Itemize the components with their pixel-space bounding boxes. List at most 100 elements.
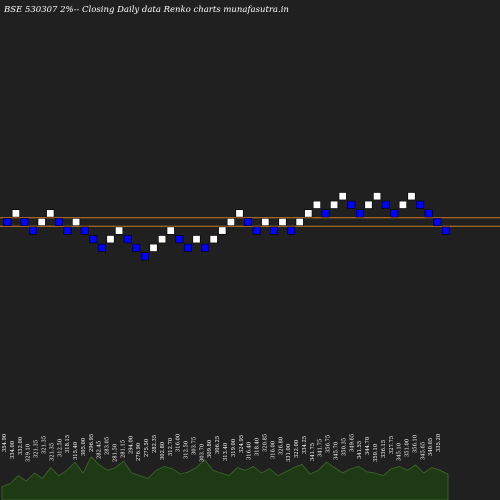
volume-label: 306.25 <box>215 436 221 454</box>
volume-label: 296.95 <box>89 434 95 452</box>
renko-bricks <box>3 192 450 261</box>
volume-label: 319.00 <box>231 439 237 457</box>
volume-label: 349.65 <box>349 434 355 452</box>
renko-brick-down <box>390 209 399 218</box>
volume-label: 318.40 <box>255 438 261 456</box>
volume-label: 312.50 <box>184 441 190 459</box>
renko-brick-down <box>29 226 38 235</box>
renko-brick-up <box>158 235 167 244</box>
volume-label: 276.90 <box>136 443 142 461</box>
renko-brick-up <box>338 192 347 201</box>
renko-brick-up <box>278 218 287 227</box>
renko-brick-down <box>441 226 450 235</box>
renko-brick-up <box>166 226 175 235</box>
renko-brick-up <box>218 226 227 235</box>
renko-brick-up <box>46 209 55 218</box>
renko-brick-down <box>201 243 210 252</box>
volume-label: 334.00 <box>10 441 16 459</box>
renko-brick-down <box>355 209 364 218</box>
renko-brick-up <box>11 209 20 218</box>
level-lines <box>0 217 500 227</box>
renko-brick-down <box>20 218 29 227</box>
renko-brick-down <box>140 252 149 261</box>
volume-label: 321.35 <box>34 440 40 458</box>
renko-brick-down <box>424 209 433 218</box>
renko-brick-up <box>106 235 115 244</box>
volume-label: 344.70 <box>365 437 371 455</box>
renko-brick-down <box>63 226 72 235</box>
renko-brick-down <box>54 218 63 227</box>
volume-label: 322.00 <box>294 440 300 458</box>
volume-label: 305.00 <box>81 438 87 456</box>
volume-area-path <box>1 456 449 500</box>
volume-label: 340.05 <box>428 438 434 456</box>
renko-brick-up <box>149 243 158 252</box>
renko-brick-down <box>244 218 253 227</box>
renko-brick-up <box>235 209 244 218</box>
renko-brick-up <box>209 235 218 244</box>
volume-label: 326.80 <box>278 437 284 455</box>
renko-brick-down <box>80 226 89 235</box>
renko-brick-down <box>287 226 296 235</box>
renko-brick-down <box>132 243 141 252</box>
renko-brick-down <box>347 200 356 209</box>
renko-brick-down <box>3 218 12 227</box>
renko-brick-down <box>433 218 442 227</box>
volume-label: 331.00 <box>286 444 292 462</box>
renko-brick-up <box>37 218 46 227</box>
renko-brick-up <box>407 192 416 201</box>
renko-brick-down <box>416 200 425 209</box>
volume-label: 327.75 <box>389 436 395 454</box>
volume-label: 345.10 <box>397 443 403 461</box>
renko-brick-up <box>304 209 313 218</box>
volume-label: 321.35 <box>41 436 47 454</box>
volume-label: 294.00 <box>128 436 134 454</box>
volume-label: 303.75 <box>191 437 197 455</box>
volume-label: 341.75 <box>310 443 316 461</box>
volume-label: 350.35 <box>341 438 347 456</box>
renko-brick-down <box>321 209 330 218</box>
volume-label: 316.00 <box>176 434 182 452</box>
volume-label: 341.75 <box>318 439 324 457</box>
renko-brick-up <box>373 192 382 201</box>
renko-brick-up <box>261 218 270 227</box>
volume-area <box>1 456 449 500</box>
renko-brick-up <box>192 235 201 244</box>
volume-label: 313.40 <box>223 443 229 461</box>
renko-brick-down <box>381 200 390 209</box>
renko-brick-up <box>398 200 407 209</box>
renko-brick-down <box>175 235 184 244</box>
volume-label: 345.70 <box>334 442 340 460</box>
volume-label: 283.05 <box>105 437 111 455</box>
volume-label: 350.10 <box>373 444 379 462</box>
volume-label: 312.50 <box>57 439 63 457</box>
volume-label: 303.70 <box>199 444 205 462</box>
renko-brick-up <box>364 200 373 209</box>
renko-brick-up <box>115 226 124 235</box>
volume-label: 321.35 <box>49 443 55 461</box>
renko-brick-up <box>72 218 81 227</box>
volume-label: 281.50 <box>113 444 119 462</box>
volume-label: 302.80 <box>160 442 166 460</box>
renko-brick-down <box>89 235 98 244</box>
volume-label: 309.80 <box>207 440 213 458</box>
volume-label: 334.25 <box>302 436 308 454</box>
volume-label: 315.40 <box>73 442 79 460</box>
volume-label: 316.00 <box>270 441 276 459</box>
volume-label: 356.10 <box>412 435 418 453</box>
renko-brick-down <box>123 235 132 244</box>
volume-label: 281.15 <box>120 440 126 458</box>
volume-label: 351.00 <box>405 439 411 457</box>
volume-label: 335.20 <box>436 434 442 452</box>
renko-brick-down <box>252 226 261 235</box>
volume-label: 336.15 <box>381 440 387 458</box>
volume-label: 312.70 <box>168 438 174 456</box>
renko-brick-down <box>269 226 278 235</box>
renko-brick-up <box>312 200 321 209</box>
volume-label: 332.00 <box>18 437 24 455</box>
renko-brick-up <box>226 218 235 227</box>
volume-label: 318.15 <box>65 435 71 453</box>
volume-label: 320.85 <box>262 434 268 452</box>
volume-labels: 354.90 334.00 332.00 329.10 321.35 321.35 321.… <box>2 434 442 462</box>
